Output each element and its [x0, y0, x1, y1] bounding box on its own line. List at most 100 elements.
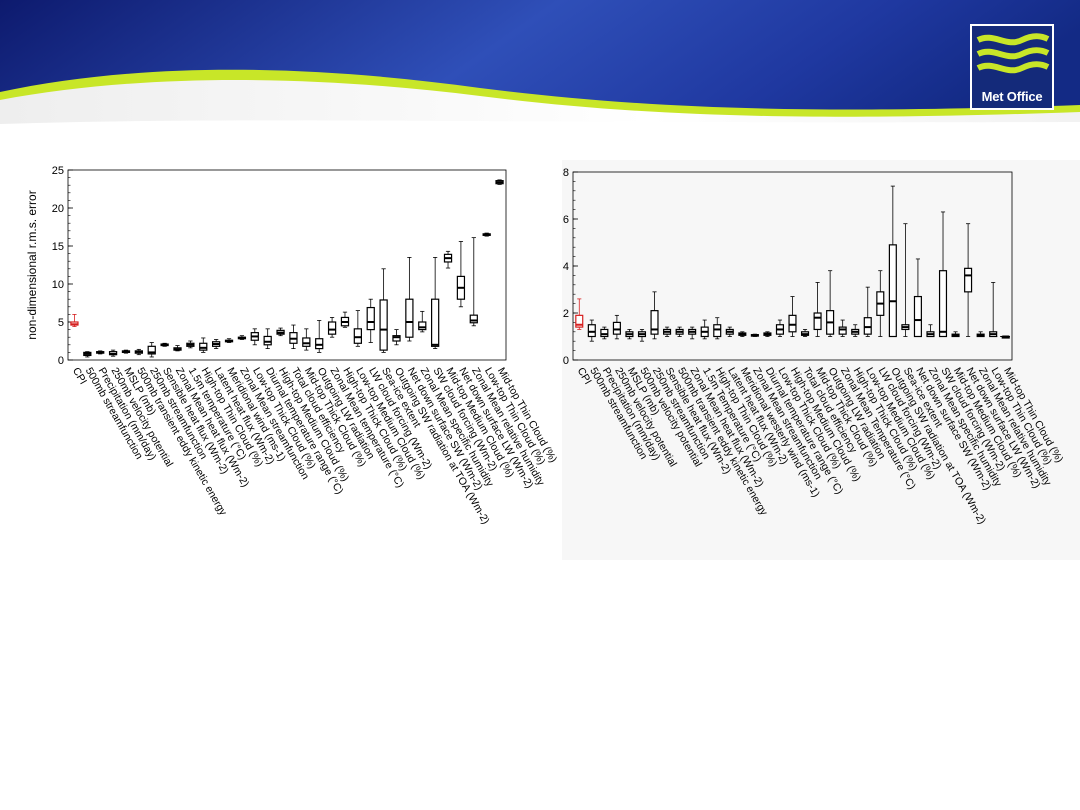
- box-mark: [212, 339, 221, 350]
- box-mark: [353, 310, 362, 347]
- box-body: [315, 338, 324, 350]
- box-mark: [108, 349, 118, 357]
- box-body: [392, 335, 401, 342]
- box-mark: [70, 313, 79, 327]
- box-mark: [612, 314, 621, 340]
- box-mark: [863, 286, 872, 337]
- box-mark: [456, 241, 466, 308]
- box-body: [302, 337, 311, 347]
- box-mark: [826, 270, 835, 337]
- box-body: [379, 299, 388, 351]
- box-body: [431, 298, 440, 347]
- box-body: [938, 270, 948, 338]
- box-mark: [838, 319, 847, 337]
- box-mark: [575, 298, 584, 330]
- box-mark: [134, 348, 143, 356]
- box-body: [813, 312, 822, 331]
- box-body: [964, 267, 973, 293]
- box-body: [838, 326, 847, 335]
- box-mark: [1001, 335, 1010, 339]
- box-body: [353, 328, 362, 344]
- y-tick-label: 10: [52, 279, 64, 291]
- box-mark: [989, 282, 998, 338]
- y-tick-label: 0: [563, 355, 569, 367]
- met-office-wave-icon: [976, 33, 1050, 74]
- box-mark: [482, 232, 491, 237]
- box-body: [418, 321, 427, 331]
- box-body: [788, 314, 797, 333]
- box-mark: [83, 351, 92, 358]
- box-body: [263, 335, 272, 346]
- y-tick-label: 6: [563, 214, 569, 226]
- box-body: [327, 321, 337, 335]
- met-office-wordmark: Met Office: [981, 89, 1043, 104]
- box-mark: [713, 317, 722, 340]
- box-mark: [587, 319, 596, 342]
- box-mark: [688, 326, 697, 340]
- y-tick-label: 0: [58, 355, 64, 367]
- box-mark: [964, 223, 973, 337]
- box-body: [199, 342, 208, 351]
- box-mark: [263, 328, 272, 350]
- box-mark: [366, 298, 375, 343]
- box-mark: [813, 282, 822, 337]
- y-tick-label: 20: [52, 203, 64, 215]
- box-mark: [315, 320, 324, 353]
- box-mark: [431, 257, 440, 350]
- y-axis-label: non-dimensional r.m.s. error: [25, 190, 39, 339]
- box-mark: [173, 345, 182, 352]
- box-mark: [289, 324, 298, 350]
- box-body: [366, 306, 375, 331]
- box-mark: [926, 324, 935, 338]
- box-mark: [469, 237, 478, 327]
- box-mark: [663, 326, 672, 337]
- box-body: [863, 317, 872, 335]
- plot-frame: [67, 169, 507, 361]
- y-tick-label: 25: [52, 165, 64, 177]
- box-mark: [775, 319, 785, 337]
- box-mark: [700, 319, 709, 340]
- box-mark: [738, 331, 747, 337]
- met-office-logo: Met Office: [970, 24, 1054, 110]
- box-mark: [675, 326, 684, 337]
- box-body: [650, 310, 659, 335]
- box-mark: [901, 223, 910, 337]
- box-mark: [876, 270, 885, 337]
- box-mark: [96, 350, 105, 355]
- box-mark: [800, 329, 810, 337]
- box-body: [888, 244, 897, 338]
- box-mark: [495, 179, 504, 185]
- box-mark: [951, 331, 960, 338]
- box-mark: [327, 317, 337, 338]
- box-mark: [750, 333, 759, 337]
- y-tick-label: 2: [563, 308, 569, 320]
- box-mark: [276, 327, 285, 337]
- box-body: [587, 324, 596, 338]
- box-body: [600, 328, 609, 338]
- box-mark: [725, 326, 734, 337]
- box-mark: [763, 331, 772, 337]
- y-tick-label: 8: [563, 167, 569, 179]
- box-mark: [186, 340, 195, 349]
- y-tick-label: 4: [563, 261, 569, 273]
- box-mark: [405, 257, 414, 342]
- box-body: [913, 295, 922, 338]
- box-mark: [379, 268, 388, 353]
- box-body: [575, 314, 584, 328]
- box-mark: [199, 337, 208, 353]
- box-mark: [418, 310, 427, 333]
- box-mark: [443, 250, 453, 269]
- box-mark: [888, 185, 897, 338]
- box-body: [147, 345, 156, 355]
- box-mark: [147, 342, 156, 358]
- box-mark: [637, 329, 647, 342]
- box-body: [612, 321, 621, 335]
- box-body: [713, 324, 722, 338]
- box-mark: [650, 291, 659, 340]
- box-mark: [788, 296, 797, 337]
- box-mark: [625, 329, 634, 340]
- box-mark: [392, 329, 401, 346]
- box-body: [469, 314, 478, 324]
